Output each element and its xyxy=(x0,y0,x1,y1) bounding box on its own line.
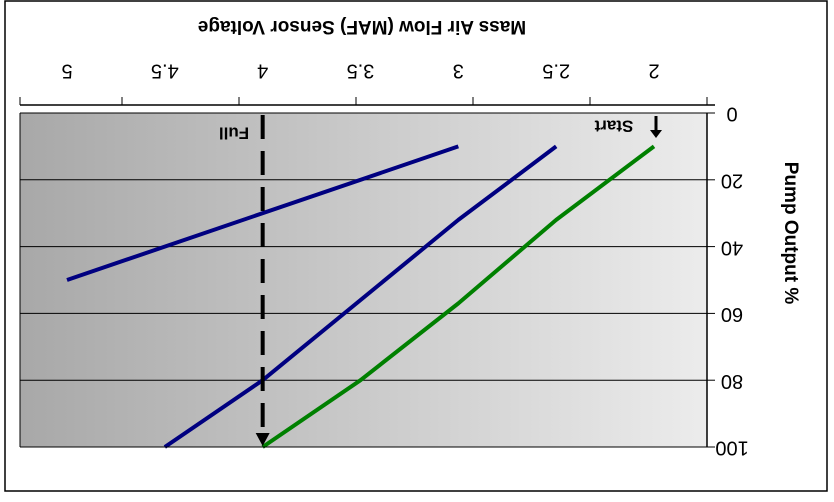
x-tick-label: 2.5 xyxy=(542,60,570,82)
y-tick-label: 100 xyxy=(715,437,748,459)
y-tick-label: 0 xyxy=(726,103,737,125)
start-label: Start xyxy=(594,117,633,136)
y-tick-label: 80 xyxy=(721,370,743,392)
x-tick-label: 5 xyxy=(61,60,72,82)
y-tick-label: 60 xyxy=(721,303,743,325)
full-label: Full xyxy=(219,124,249,143)
x-tick-label: 4 xyxy=(257,60,268,82)
x-tick-label: 4.5 xyxy=(151,60,179,82)
x-axis-title: Mass Air Flow (MAF) Sensor Voltage xyxy=(198,16,526,37)
y-tick-label: 40 xyxy=(721,236,743,258)
plot-area xyxy=(20,113,707,447)
x-tick-label: 3.5 xyxy=(347,60,375,82)
x-tick-label: 2 xyxy=(648,60,659,82)
x-tick-label: 3 xyxy=(453,60,464,82)
y-axis-title: Pump Output % xyxy=(780,162,801,305)
y-tick-label: 20 xyxy=(721,170,743,192)
